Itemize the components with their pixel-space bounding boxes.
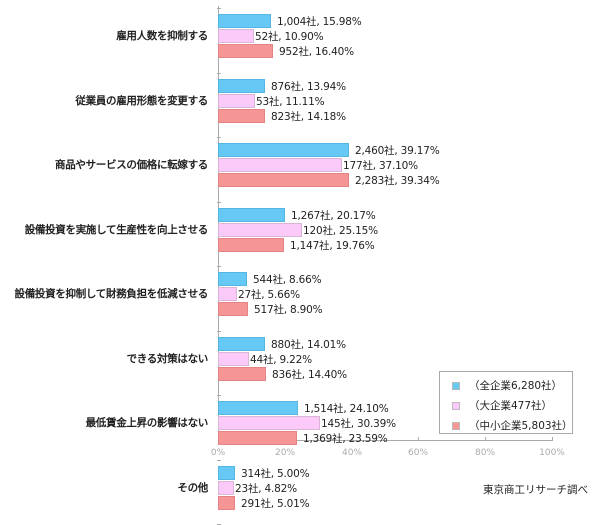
x-tick bbox=[552, 437, 553, 441]
value-label: 177社, 37.10% bbox=[343, 160, 418, 172]
x-axis-line bbox=[218, 440, 552, 441]
bar-series-1 bbox=[218, 481, 235, 495]
x-tick bbox=[485, 437, 486, 441]
category-label: 設備投資を抑制して財務負担を低減させる bbox=[14, 288, 209, 300]
value-label: 876社, 13.94% bbox=[271, 81, 346, 93]
value-label: 52社, 10.90% bbox=[255, 31, 324, 43]
y-tick bbox=[217, 202, 221, 203]
legend-label: （大企業477社） bbox=[469, 400, 553, 412]
bar-series-2 bbox=[218, 44, 273, 58]
value-label: 1,147社, 19.76% bbox=[290, 240, 375, 252]
x-tick bbox=[352, 437, 353, 441]
x-tick-label: 0% bbox=[210, 448, 226, 458]
category-label: 雇用人数を抑制する bbox=[116, 30, 208, 42]
value-label: 44社, 9.22% bbox=[250, 354, 312, 366]
bar-series-0 bbox=[218, 208, 286, 222]
bar-series-0 bbox=[218, 79, 265, 93]
category-label: できる対策はない bbox=[126, 353, 209, 365]
bar-series-2 bbox=[218, 302, 248, 316]
x-tick-label: 60% bbox=[407, 448, 429, 458]
legend-item-1: （大企業477社） bbox=[452, 398, 552, 413]
y-tick bbox=[217, 460, 221, 461]
value-label: 145社, 30.39% bbox=[321, 418, 396, 430]
bar-series-0 bbox=[218, 14, 272, 28]
value-label: 823社, 14.18% bbox=[271, 111, 346, 123]
bar-series-2 bbox=[218, 238, 284, 252]
source-note: 東京商工リサーチ調べ bbox=[483, 484, 588, 496]
value-label: 120社, 25.15% bbox=[303, 225, 378, 237]
x-tick-label: 100% bbox=[539, 448, 565, 458]
bar-series-1 bbox=[218, 287, 237, 301]
y-tick bbox=[217, 395, 221, 396]
value-label: 1,514社, 24.10% bbox=[304, 403, 389, 415]
bar-series-2 bbox=[218, 109, 266, 123]
category-label: 設備投資を実施して生産性を向上させる bbox=[24, 224, 209, 236]
bar-series-0 bbox=[218, 337, 265, 351]
x-tick bbox=[418, 437, 419, 441]
value-label: 517社, 8.90% bbox=[254, 304, 323, 316]
value-label: 53社, 11.11% bbox=[256, 96, 325, 108]
bar-chart: 0% 20% 40% 60% 80% 100% 雇用人数を抑制する 1,004社, 15.98… bbox=[14, 6, 588, 525]
bar-series-0 bbox=[218, 401, 299, 415]
bar-series-2 bbox=[218, 367, 267, 381]
legend: （全企業6,280社） （大企業477社） （中小企業5,803社） bbox=[439, 371, 573, 434]
legend-label: （中小企業5,803社） bbox=[469, 420, 573, 432]
value-label: 836社, 14.40% bbox=[272, 369, 347, 381]
bar-series-2 bbox=[218, 431, 297, 445]
bar-series-0 bbox=[218, 466, 235, 480]
bar-series-0 bbox=[218, 272, 247, 286]
bar-series-1 bbox=[218, 352, 249, 366]
category-label: 従業員の雇用形態を変更する bbox=[75, 95, 208, 107]
y-tick bbox=[217, 8, 221, 9]
legend-swatch-icon bbox=[452, 421, 460, 430]
y-tick bbox=[217, 331, 221, 332]
legend-item-0: （全企業6,280社） bbox=[452, 378, 562, 393]
bar-series-1 bbox=[218, 29, 255, 43]
category-label: 最低賃金上昇の影響はない bbox=[85, 417, 209, 429]
bar-series-1 bbox=[218, 158, 342, 172]
bar-series-0 bbox=[218, 143, 349, 157]
legend-swatch-icon bbox=[452, 381, 460, 390]
value-label: 952社, 16.40% bbox=[279, 46, 354, 58]
y-tick bbox=[217, 73, 221, 74]
bar-series-1 bbox=[218, 416, 320, 430]
value-label: 1,369社, 23.59% bbox=[303, 433, 388, 445]
x-tick-label: 40% bbox=[341, 448, 363, 458]
bar-series-1 bbox=[218, 223, 302, 237]
value-label: 23社, 4.82% bbox=[235, 483, 297, 495]
x-tick-label: 80% bbox=[474, 448, 496, 458]
category-label: 商品やサービスの価格に転嫁する bbox=[55, 159, 208, 171]
bar-series-2 bbox=[218, 496, 235, 510]
y-tick bbox=[217, 266, 221, 267]
legend-item-2: （中小企業5,803社） bbox=[452, 418, 573, 433]
value-label: 544社, 8.66% bbox=[253, 274, 322, 286]
value-label: 2,283社, 39.34% bbox=[355, 175, 440, 187]
y-tick bbox=[217, 137, 221, 138]
category-label: その他 bbox=[177, 482, 208, 494]
legend-swatch-icon bbox=[452, 401, 460, 410]
value-label: 314社, 5.00% bbox=[241, 468, 310, 480]
legend-label: （全企業6,280社） bbox=[469, 380, 563, 392]
bar-series-2 bbox=[218, 173, 350, 187]
value-label: 27社, 5.66% bbox=[238, 289, 300, 301]
value-label: 1,267社, 20.17% bbox=[291, 210, 376, 222]
value-label: 880社, 14.01% bbox=[271, 339, 346, 351]
value-label: 1,004社, 15.98% bbox=[277, 16, 362, 28]
x-tick-label: 20% bbox=[274, 448, 296, 458]
bar-series-1 bbox=[218, 94, 256, 108]
value-label: 2,460社, 39.17% bbox=[355, 145, 440, 157]
